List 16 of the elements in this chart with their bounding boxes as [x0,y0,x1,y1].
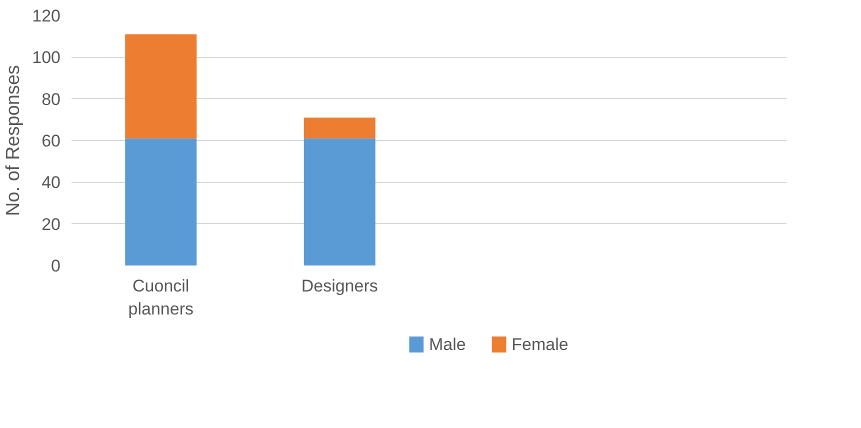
bar [125,138,197,266]
y-tick-label: 40 [42,173,61,192]
y-tick-label: 20 [42,214,61,234]
y-tick-label: 0 [51,256,61,276]
x-tick-label: Cuoncil planners [128,276,194,318]
y-tick-label: 80 [42,90,61,109]
x-tick-label: Designers [301,276,378,296]
y-tick-label: 120 [32,6,61,26]
bar [125,34,197,138]
bar [304,118,376,138]
legend-label: Male [428,335,466,354]
y-axis-title: No. of Responses [3,64,24,216]
y-tick-label: 60 [42,132,61,150]
bar [304,138,376,266]
y-tick-label: 100 [32,48,61,68]
legend-label: Female [512,335,568,354]
